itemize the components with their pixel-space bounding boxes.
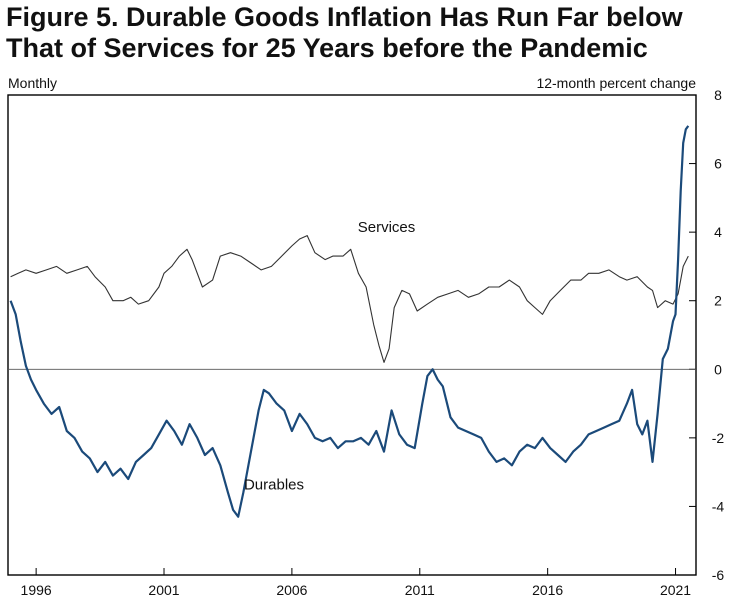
y-axis: 8 6 4 2 0 -2 -4 -6	[689, 87, 724, 583]
x-tick-label-1: 2001	[148, 582, 179, 598]
series-line-services	[10, 235, 689, 363]
annotation-services: Services	[358, 219, 416, 236]
title-line-2: That of Services for 25 Years before the…	[6, 33, 648, 63]
x-tick-label-5: 2021	[660, 582, 691, 598]
x-tick-label-2: 2006	[276, 582, 307, 598]
y-axis-label: 12-month percent change	[536, 75, 696, 91]
y-tick-label-6: -4	[712, 498, 725, 514]
y-tick-label-0: 8	[714, 87, 722, 103]
y-tick-label-2: 4	[714, 224, 722, 240]
plot-frame	[7, 94, 697, 576]
left-axis-label: Monthly	[8, 75, 57, 91]
annotation-layer: Services Durables	[244, 219, 415, 493]
chart-title: Figure 5. Durable Goods Inflation Has Ru…	[6, 2, 736, 64]
x-tick-label-0: 1996	[21, 582, 52, 598]
y-tick-label-3: 2	[714, 293, 722, 309]
y-tick-label-5: -2	[712, 430, 725, 446]
annotation-durables: Durables	[244, 476, 304, 493]
title-line-1: Figure 5. Durable Goods Inflation Has Ru…	[6, 2, 683, 32]
y-tick-label-7: -6	[712, 567, 725, 583]
series-line-durables	[9, 125, 690, 518]
series-layer	[9, 125, 690, 518]
y-tick-label-4: 0	[714, 361, 722, 377]
y-tick-label-1: 6	[714, 156, 722, 172]
x-tick-label-4: 2016	[532, 582, 563, 598]
x-tick-label-3: 2011	[405, 582, 435, 598]
x-axis: 1996 2001 2006 2011 2016 2021	[21, 568, 691, 598]
